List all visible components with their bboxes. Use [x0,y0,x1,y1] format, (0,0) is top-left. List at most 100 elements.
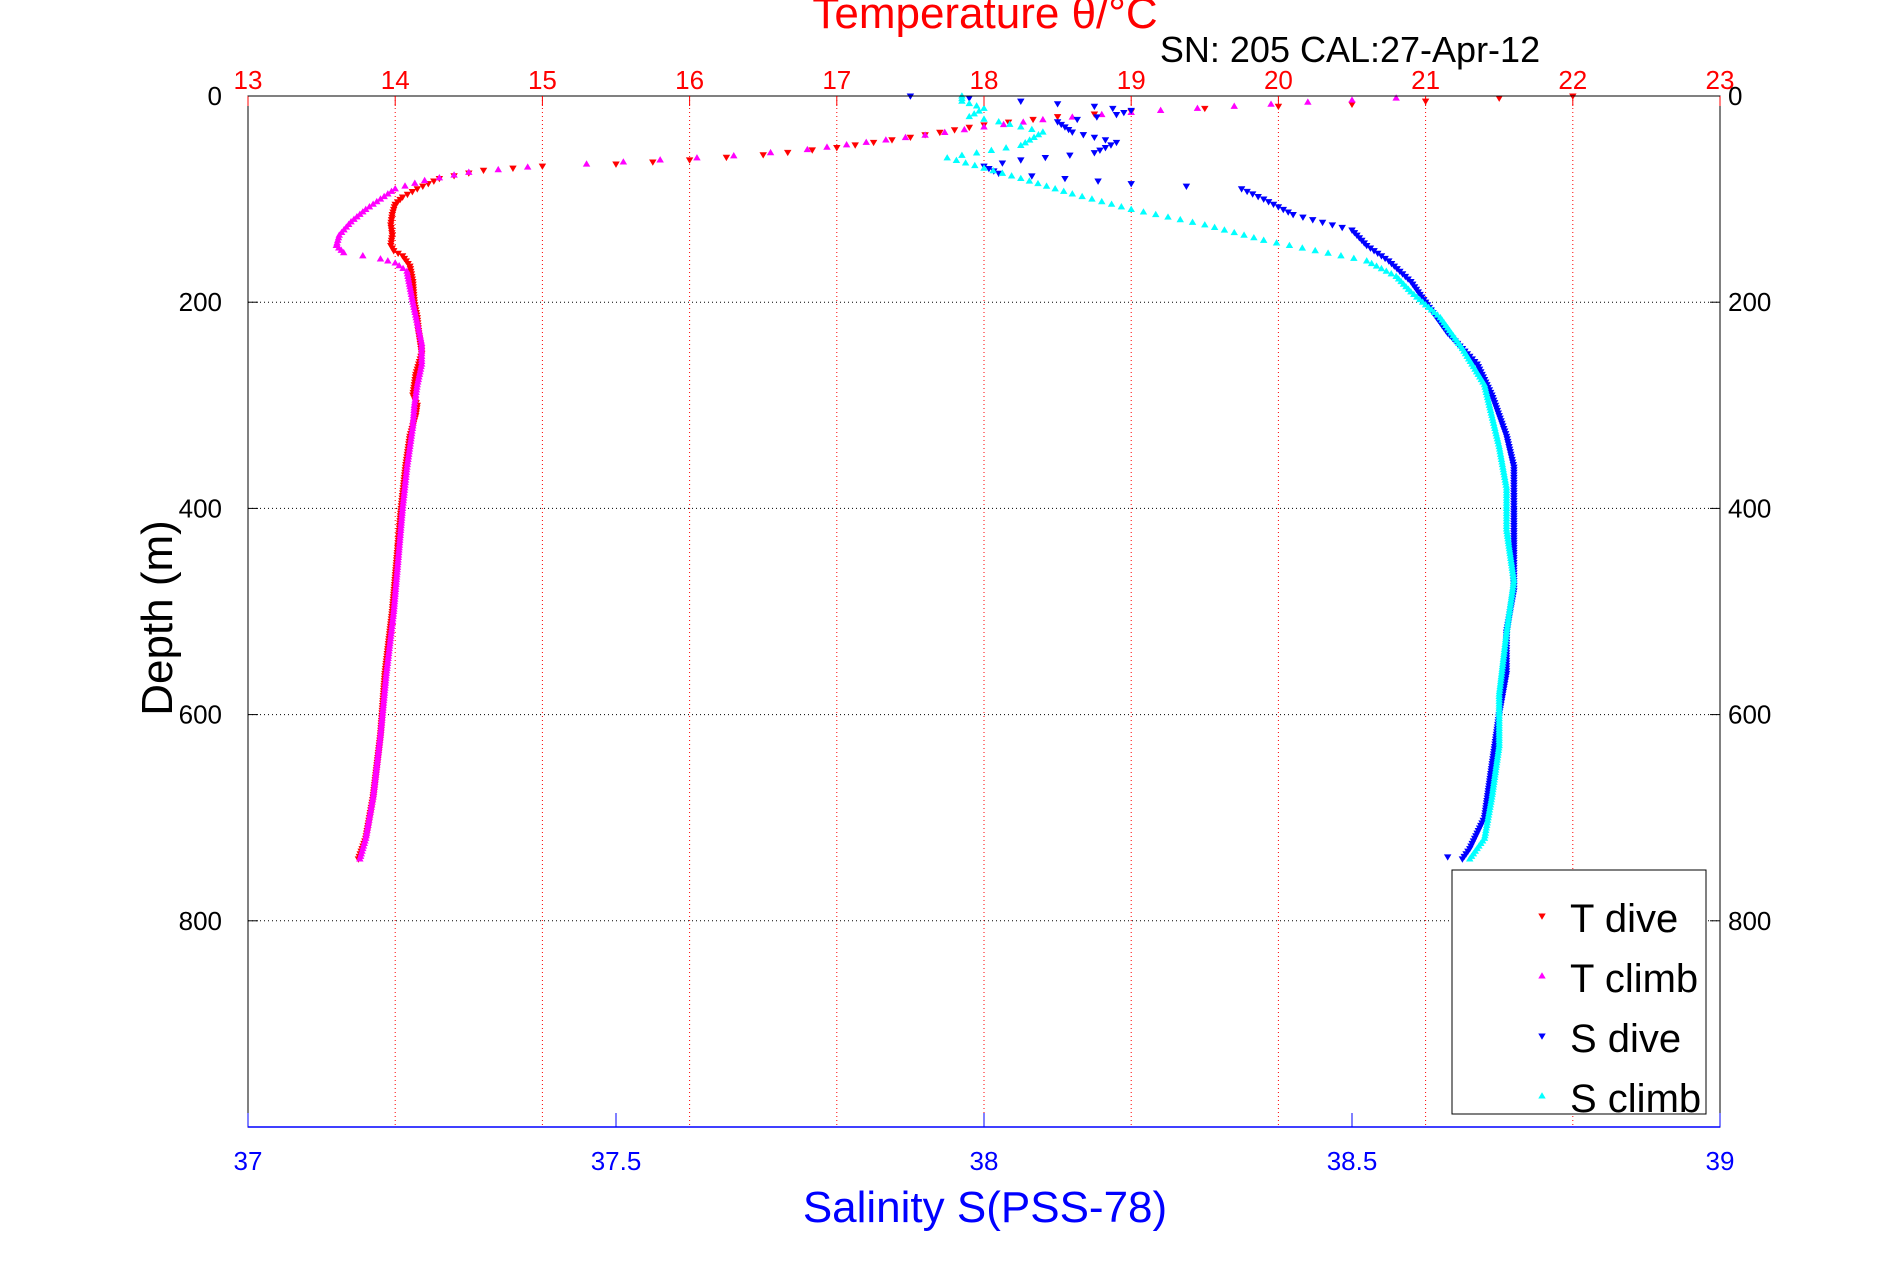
data-point [972,149,981,156]
data-point [391,259,399,266]
data-point [1328,222,1337,229]
data-point [1042,182,1051,189]
data-point [656,156,664,163]
data-point [842,141,851,148]
data-point [395,261,403,269]
data-point [1243,188,1251,196]
data-point [649,159,657,166]
data-point [479,167,488,175]
data-point [1338,224,1346,232]
data-point [1421,300,1430,308]
data-point [1410,290,1418,298]
data-point [353,213,361,220]
data-point [1210,223,1219,230]
data-point [1127,107,1135,115]
data-point [1433,311,1442,318]
data-point [376,195,385,202]
data-point [450,171,458,178]
data-point [1372,262,1381,269]
data-point [1377,264,1386,272]
data-point [1298,244,1307,251]
depth-tick-label-right: 400 [1728,493,1771,523]
data-point [1112,139,1121,147]
data-point [1193,104,1202,111]
data-point [1073,116,1081,124]
data-point [1096,147,1104,154]
data-point [391,184,399,192]
depth-tick-label-right: 200 [1728,287,1771,317]
data-point [980,115,988,122]
data-point [1201,105,1209,113]
legend-label: S dive [1570,1017,1681,1061]
salinity-tick-label: 39 [1706,1146,1735,1176]
data-point [430,178,438,185]
data-point [1034,179,1042,187]
legend-marker [1538,972,1546,979]
data-point [1120,109,1128,117]
data-point [1424,303,1433,310]
data-point [1053,101,1062,108]
data-point [1066,152,1074,159]
temperature-tick-label: 16 [675,65,704,95]
data-point [384,257,392,264]
data-point [365,203,374,210]
data-point [958,151,966,158]
data-point [411,179,419,186]
data-point [869,139,878,147]
data-point [1240,231,1248,238]
data-point [1030,133,1038,140]
data-point [619,158,628,165]
data-point [1041,154,1050,162]
series-t-climb [332,94,1400,862]
data-point [1156,106,1165,113]
data-point [419,183,427,191]
data-point [1382,267,1391,274]
data-point [1182,183,1191,191]
data-point [1078,192,1086,200]
data-point [1248,191,1257,198]
data-point [1061,175,1069,183]
data-point [1337,252,1345,259]
salinity-tick-label: 37.5 [591,1146,642,1176]
depth-tick-label-left: 400 [179,493,222,523]
data-point [1079,132,1088,139]
data-point [1254,193,1262,201]
salinity-tick-label: 38 [970,1146,999,1176]
data-point [960,125,969,133]
data-point [1367,259,1376,267]
legend-entries: T dive T climb S dive S climb [1538,897,1701,1121]
data-point [1289,212,1297,219]
data-point [1006,120,1014,127]
data-point [1101,145,1110,152]
chart-subtitle: SN: 205 CAL:27-Apr-12 [1160,29,1540,70]
data-point [851,142,859,149]
temperature-tick-label: 14 [381,65,410,95]
data-point [950,127,959,134]
data-point [1466,855,1474,862]
data-point [1152,210,1160,218]
data-point [1427,306,1436,313]
depth-tick-label-left: 200 [179,287,222,317]
data-point [1101,137,1110,144]
data-point [1309,217,1317,224]
data-point [1107,200,1116,207]
legend-box [1451,869,1707,1115]
legend-marker [1538,1033,1546,1040]
data-point [980,123,988,130]
data-point [833,145,841,152]
data-point [538,163,547,170]
data-point [862,138,870,145]
data-point [965,112,974,120]
depth-tick-label-right: 0 [1728,81,1742,111]
data-point [971,161,979,169]
data-point [1028,125,1036,133]
temperature-tick-label: 15 [528,65,557,95]
data-point [1415,295,1424,303]
temperature-tick-label: 23 [1706,65,1735,95]
data-point [1109,105,1117,113]
temperature-tick-label: 20 [1264,65,1293,95]
data-point [435,174,444,181]
data-point [980,164,988,171]
data-point [359,208,367,215]
data-point [1413,293,1421,300]
